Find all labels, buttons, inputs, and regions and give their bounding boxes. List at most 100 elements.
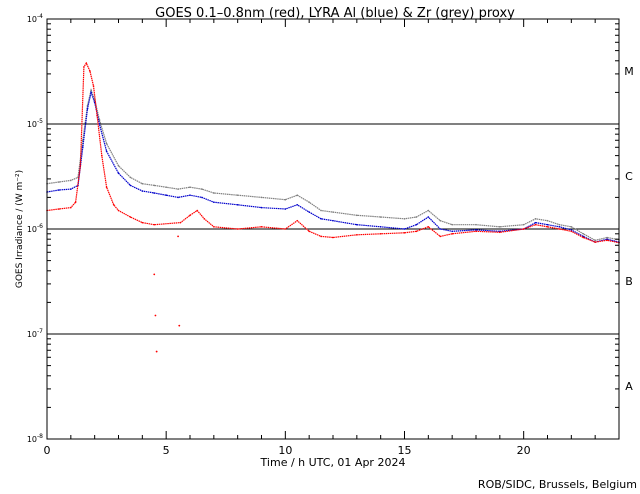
data-point (58, 181, 60, 183)
data-point (606, 236, 608, 239)
data-point (141, 182, 144, 185)
data-point (196, 209, 198, 212)
data-point (92, 85, 95, 87)
data-point (499, 225, 501, 228)
data-series-layer (46, 61, 620, 353)
data-point (189, 214, 191, 217)
data-point (117, 172, 120, 174)
y-tick-label: 10-5 (27, 118, 43, 129)
data-point (403, 228, 406, 230)
data-point (427, 209, 430, 212)
y-tick-label: 10-4 (27, 13, 43, 24)
data-point (89, 70, 91, 72)
data-point (155, 350, 158, 353)
data-point (379, 216, 382, 218)
x-tick-label: 10 (278, 444, 292, 457)
data-point (165, 194, 167, 196)
data-point (260, 225, 263, 228)
data-point (546, 219, 549, 222)
x-tick-label: 20 (517, 444, 531, 457)
data-point (558, 223, 561, 226)
x-tick-label: 0 (44, 444, 51, 457)
data-point (451, 230, 453, 233)
data-point (308, 201, 310, 203)
data-point (356, 234, 358, 236)
data-point (189, 194, 191, 196)
data-point (203, 218, 206, 220)
data-point (606, 238, 608, 240)
data-point (427, 225, 430, 228)
data-point (165, 186, 167, 189)
data-point (570, 229, 573, 231)
data-point (558, 225, 561, 228)
data-point (74, 201, 77, 203)
data-point (379, 233, 382, 235)
y-tick-label: 10-7 (27, 328, 43, 339)
data-point (98, 118, 101, 121)
data-point (86, 107, 89, 110)
data-point (213, 225, 215, 228)
data-point (117, 164, 120, 167)
data-point (201, 188, 203, 190)
data-point (189, 186, 191, 189)
data-point (594, 241, 596, 243)
data-point (439, 228, 442, 230)
x-tick-label: 5 (163, 444, 170, 457)
data-point (606, 239, 608, 242)
data-point (236, 204, 239, 206)
series-line (46, 61, 620, 244)
data-point (141, 190, 144, 192)
data-point (153, 273, 156, 276)
data-point (356, 214, 358, 217)
data-point (70, 188, 72, 190)
data-point (296, 204, 299, 206)
data-point (534, 218, 537, 220)
data-point (178, 324, 181, 327)
data-point (582, 236, 585, 239)
data-point (570, 230, 573, 233)
data-point (105, 142, 108, 145)
data-point (58, 189, 60, 191)
data-point (81, 146, 84, 149)
data-point (379, 225, 382, 228)
data-point (236, 228, 239, 230)
data-point (415, 223, 418, 226)
series-group (46, 61, 620, 353)
data-point (320, 235, 322, 238)
data-point (260, 206, 263, 209)
data-point (105, 186, 108, 189)
data-point (403, 218, 406, 220)
credit-text: ROB/SIDC, Brussels, Belgium (478, 478, 637, 491)
data-point (90, 91, 92, 94)
data-point (427, 216, 430, 218)
flare-class-label: C (625, 170, 633, 183)
x-axis-label: Time / h UTC, 01 Apr 2024 (260, 456, 406, 469)
data-point (129, 176, 132, 179)
data-point (101, 154, 103, 157)
flare-class-labels: M C B A (624, 65, 634, 393)
data-point (129, 216, 132, 218)
flare-class-label: M (624, 65, 634, 78)
data-point (85, 62, 88, 64)
data-point (308, 211, 310, 213)
data-point (415, 216, 418, 218)
data-point (177, 188, 179, 190)
data-point (522, 223, 525, 226)
data-point (332, 219, 334, 222)
data-point (332, 211, 334, 213)
data-point (90, 89, 92, 91)
x-axis-ticks: 0 5 10 15 20 (44, 19, 620, 457)
data-point (213, 192, 215, 194)
data-point (177, 235, 179, 238)
data-point (582, 233, 585, 235)
data-point (439, 219, 442, 222)
data-point (475, 223, 477, 226)
data-point (558, 228, 561, 230)
data-point (154, 314, 157, 317)
data-point (129, 184, 132, 187)
data-point (594, 239, 596, 242)
data-point (112, 204, 115, 206)
data-point (534, 223, 537, 226)
data-point (117, 209, 120, 212)
